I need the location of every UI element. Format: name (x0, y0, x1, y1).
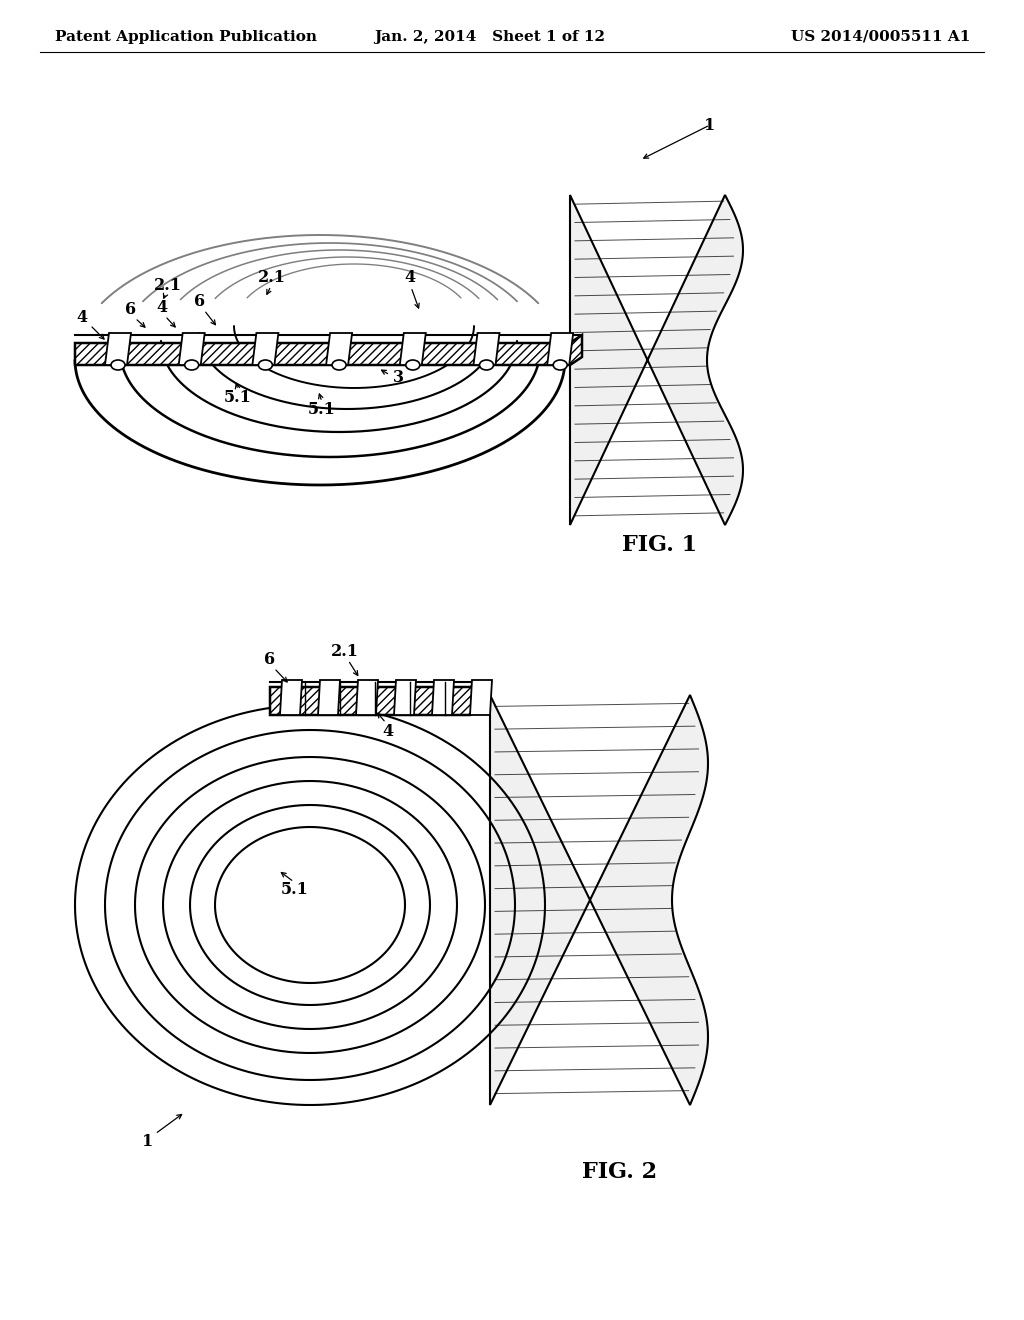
Text: 6: 6 (195, 293, 206, 310)
Text: US 2014/0005511 A1: US 2014/0005511 A1 (791, 30, 970, 44)
Text: 2.1: 2.1 (258, 269, 286, 286)
Polygon shape (280, 680, 302, 715)
Polygon shape (394, 680, 416, 715)
Ellipse shape (184, 360, 199, 370)
Polygon shape (252, 333, 279, 366)
Polygon shape (270, 682, 480, 715)
Text: 2.1: 2.1 (331, 644, 359, 660)
Text: 1: 1 (705, 116, 716, 133)
Text: 5.1: 5.1 (281, 882, 309, 899)
Polygon shape (326, 333, 352, 366)
Ellipse shape (111, 360, 125, 370)
Ellipse shape (553, 360, 567, 370)
Ellipse shape (406, 360, 420, 370)
Text: 4: 4 (404, 269, 416, 286)
Text: FIG. 1: FIG. 1 (623, 535, 697, 556)
Text: 5.1: 5.1 (224, 389, 252, 407)
Polygon shape (105, 333, 131, 366)
Polygon shape (179, 333, 205, 366)
Text: 1: 1 (142, 1134, 154, 1151)
Polygon shape (399, 333, 426, 366)
Polygon shape (570, 195, 743, 525)
Text: 5.1: 5.1 (308, 401, 336, 418)
Text: Jan. 2, 2014   Sheet 1 of 12: Jan. 2, 2014 Sheet 1 of 12 (375, 30, 605, 44)
Text: 2.1: 2.1 (154, 276, 182, 293)
Ellipse shape (258, 360, 272, 370)
Text: 3: 3 (392, 370, 403, 387)
Polygon shape (432, 680, 454, 715)
Polygon shape (547, 333, 573, 366)
Text: FIG. 2: FIG. 2 (583, 1162, 657, 1183)
Text: 4: 4 (157, 300, 168, 317)
Polygon shape (470, 680, 492, 715)
Text: 6: 6 (264, 652, 275, 668)
Polygon shape (356, 680, 378, 715)
Polygon shape (75, 335, 582, 366)
Text: Patent Application Publication: Patent Application Publication (55, 30, 317, 44)
Polygon shape (318, 680, 340, 715)
Polygon shape (490, 696, 708, 1105)
Text: 4: 4 (382, 723, 393, 741)
Text: 4: 4 (77, 309, 88, 326)
Ellipse shape (479, 360, 494, 370)
Polygon shape (473, 333, 500, 366)
Ellipse shape (332, 360, 346, 370)
Text: 6: 6 (125, 301, 136, 318)
